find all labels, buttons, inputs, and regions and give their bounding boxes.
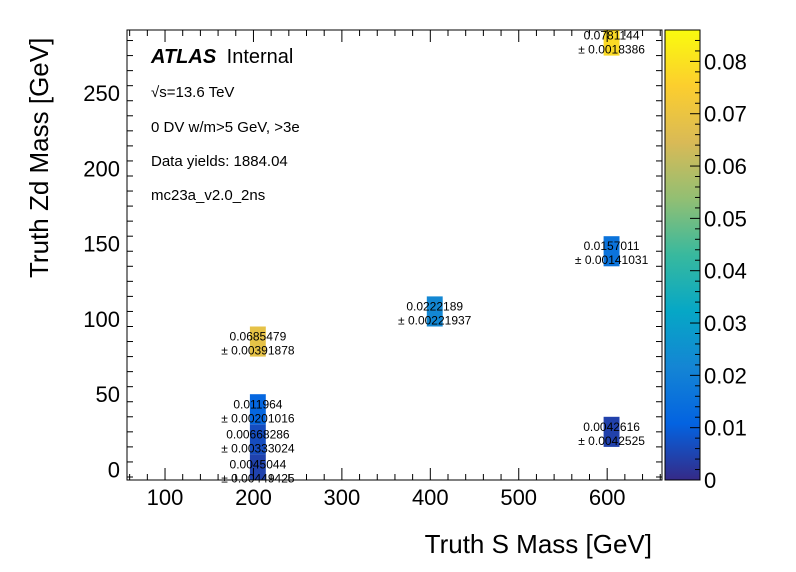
heatmap-cell xyxy=(249,424,266,455)
colorbar-tick-label: 0.07 xyxy=(704,102,747,127)
cell-error-label: ± 0.0018386 xyxy=(578,43,645,57)
atlas-label: ATLAS Internal xyxy=(150,46,293,68)
heatmap-cell xyxy=(603,416,620,447)
colorbar-ticks: 0 0.01 0.02 0.03 0.04 0.05 0.06 0.07 0.08 xyxy=(690,39,747,493)
colorbar-tick-label: 0.05 xyxy=(704,206,747,231)
cell-value-label: 0.0781144 xyxy=(584,29,640,43)
x-tick-label: 300 xyxy=(324,485,361,510)
sample-label: mc23a_v2.0_2ns xyxy=(151,187,265,204)
y-axis-ticks: 0 50 100 150 200 250 xyxy=(83,40,662,483)
y-tick-label: 150 xyxy=(83,232,120,257)
cell-error-label: ± 0.00391878 xyxy=(221,344,295,358)
cell-error-label: ± 0.00449425 xyxy=(221,472,295,486)
cell-error-label: ± 0.00141031 xyxy=(575,253,649,267)
cell-value-label: 0.0045044 xyxy=(230,458,287,472)
cell-error-label: ± 0.00333024 xyxy=(221,441,295,455)
y-tick-label: 250 xyxy=(83,81,120,106)
atlas-logo-text: ATLAS xyxy=(150,46,217,68)
colorbar-tick-label: 0.03 xyxy=(704,311,747,336)
colorbar-tick-label: 0 xyxy=(704,468,716,493)
colorbar-tick-label: 0.06 xyxy=(704,154,747,179)
y-axis-title: Truth Zd Mass [GeV] xyxy=(24,38,54,278)
x-tick-label: 600 xyxy=(589,485,626,510)
cell-error-label: ± 0.00221937 xyxy=(398,313,472,327)
cell-value-labels: 0.0045044± 0.00449425 0.00668286± 0.00333… xyxy=(221,29,648,486)
cell-value-label: 0.011964 xyxy=(233,397,282,411)
x-axis-ticks: 100 200 300 400 500 600 xyxy=(129,30,661,510)
cell-error-label: ± 0.0042525 xyxy=(578,434,645,448)
y-tick-label: 0 xyxy=(108,458,120,483)
x-tick-label: 200 xyxy=(235,485,272,510)
cell-value-label: 0.0042616 xyxy=(583,420,640,434)
y-tick-label: 100 xyxy=(83,307,120,332)
heatmap-cell xyxy=(603,236,620,267)
heatmap-cell xyxy=(249,326,266,357)
x-tick-label: 400 xyxy=(412,485,449,510)
heatmap-cell xyxy=(426,296,443,327)
colorbar-tick-label: 0.01 xyxy=(704,416,747,441)
x-axis-title: Truth S Mass [GeV] xyxy=(425,529,652,559)
colorbar xyxy=(665,30,700,480)
y-tick-label: 50 xyxy=(96,382,120,407)
cell-error-label: ± 0.00201016 xyxy=(221,411,295,425)
colorbar-tick-label: 0.08 xyxy=(704,49,747,74)
sqrt-s-label: √s=13.6 TeV xyxy=(151,84,234,101)
colorbar-tick-label: 0.04 xyxy=(704,259,747,284)
cell-value-label: 0.00668286 xyxy=(226,427,290,441)
cell-value-label: 0.0685479 xyxy=(230,330,287,344)
data-yields-label: Data yields: 1884.04 xyxy=(151,153,288,170)
cell-value-label: 0.0222189 xyxy=(406,299,463,313)
colorbar-tick-label: 0.02 xyxy=(704,363,747,388)
x-tick-label: 500 xyxy=(500,485,537,510)
x-tick-label: 100 xyxy=(147,485,184,510)
heatmap-cell xyxy=(249,394,266,425)
y-tick-label: 200 xyxy=(83,157,120,182)
selection-label: 0 DV w/m>5 GeV, >3e xyxy=(151,119,300,136)
atlas-status-text: Internal xyxy=(227,46,294,68)
cell-value-label: 0.0157011 xyxy=(584,239,640,253)
colorbar-frame xyxy=(664,29,701,481)
